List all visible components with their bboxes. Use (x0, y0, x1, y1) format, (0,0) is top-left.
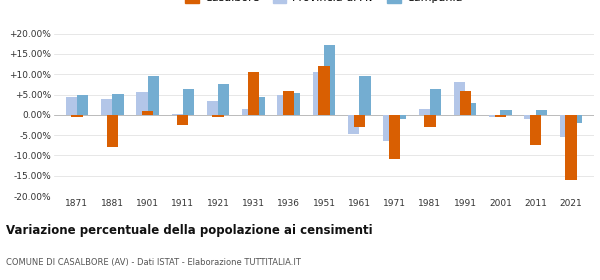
Bar (359, 76, 371, 115)
Bar (419, 109, 430, 115)
Text: COMUNE DI CASALBORE (AV) - Dati ISTAT - Elaborazione TUTTITALIA.IT: COMUNE DI CASALBORE (AV) - Dati ISTAT - … (6, 258, 301, 267)
Bar (565, 115, 577, 180)
Bar (430, 89, 441, 115)
Bar (101, 99, 112, 115)
Bar (571, 115, 583, 123)
Bar (283, 91, 295, 115)
Bar (253, 97, 265, 115)
Bar (313, 72, 324, 115)
Bar (148, 76, 159, 115)
Bar (71, 115, 83, 117)
Bar (424, 115, 436, 127)
Bar (324, 45, 335, 115)
Bar (460, 91, 471, 115)
Bar (465, 103, 476, 115)
Bar (177, 115, 188, 125)
Bar (536, 110, 547, 115)
Bar (353, 115, 365, 127)
Text: Variazione percentuale della popolazione ai censimenti: Variazione percentuale della popolazione… (6, 224, 373, 237)
Bar (560, 115, 571, 137)
Bar (489, 115, 500, 117)
Bar (212, 115, 224, 117)
Bar (242, 109, 253, 115)
Bar (348, 115, 359, 134)
Bar (495, 115, 506, 117)
Bar (77, 95, 88, 115)
Legend: Casalbore, Provincia di AV, Campania: Casalbore, Provincia di AV, Campania (183, 0, 465, 6)
Bar (524, 115, 536, 119)
Bar (112, 94, 124, 115)
Bar (454, 82, 465, 115)
Bar (319, 66, 329, 115)
Bar (65, 97, 77, 115)
Bar (383, 115, 395, 141)
Bar (395, 115, 406, 119)
Bar (142, 111, 153, 115)
Bar (218, 84, 229, 115)
Bar (248, 72, 259, 115)
Bar (172, 114, 183, 115)
Bar (530, 115, 541, 145)
Bar (277, 95, 289, 115)
Bar (136, 92, 148, 115)
Bar (389, 115, 400, 160)
Bar (289, 93, 300, 115)
Bar (207, 101, 218, 115)
Bar (500, 110, 512, 115)
Bar (107, 115, 118, 147)
Bar (183, 89, 194, 115)
